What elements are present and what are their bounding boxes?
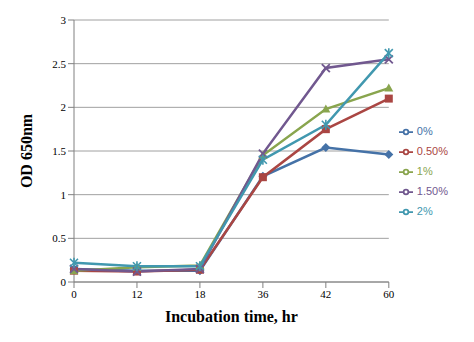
svg-text:42: 42 [320,288,331,300]
html-text:1%: 1% [416,165,433,177]
html-text:0.50%: 0.50% [416,145,448,157]
svg-text:12: 12 [131,288,142,300]
svg-text:60: 60 [383,288,395,300]
svg-text:0: 0 [71,288,77,300]
svg-text:18: 18 [194,288,206,300]
html-text:1.50%: 1.50% [416,185,448,197]
svg-text:0.5: 0.5 [52,232,66,244]
svg-text:1.5: 1.5 [52,145,66,157]
html-text:2%: 2% [416,205,433,217]
svg-text:3: 3 [61,14,67,26]
svg-text:0: 0 [61,276,67,288]
html-text:0%: 0% [416,125,433,137]
svg-text:2.5: 2.5 [52,58,66,70]
svg-text:OD 650nm: OD 650nm [18,113,35,188]
svg-text:36: 36 [257,288,269,300]
svg-text:Incubation time, hr: Incubation time, hr [165,308,298,325]
svg-text:2: 2 [61,101,67,113]
svg-text:1: 1 [61,189,67,201]
